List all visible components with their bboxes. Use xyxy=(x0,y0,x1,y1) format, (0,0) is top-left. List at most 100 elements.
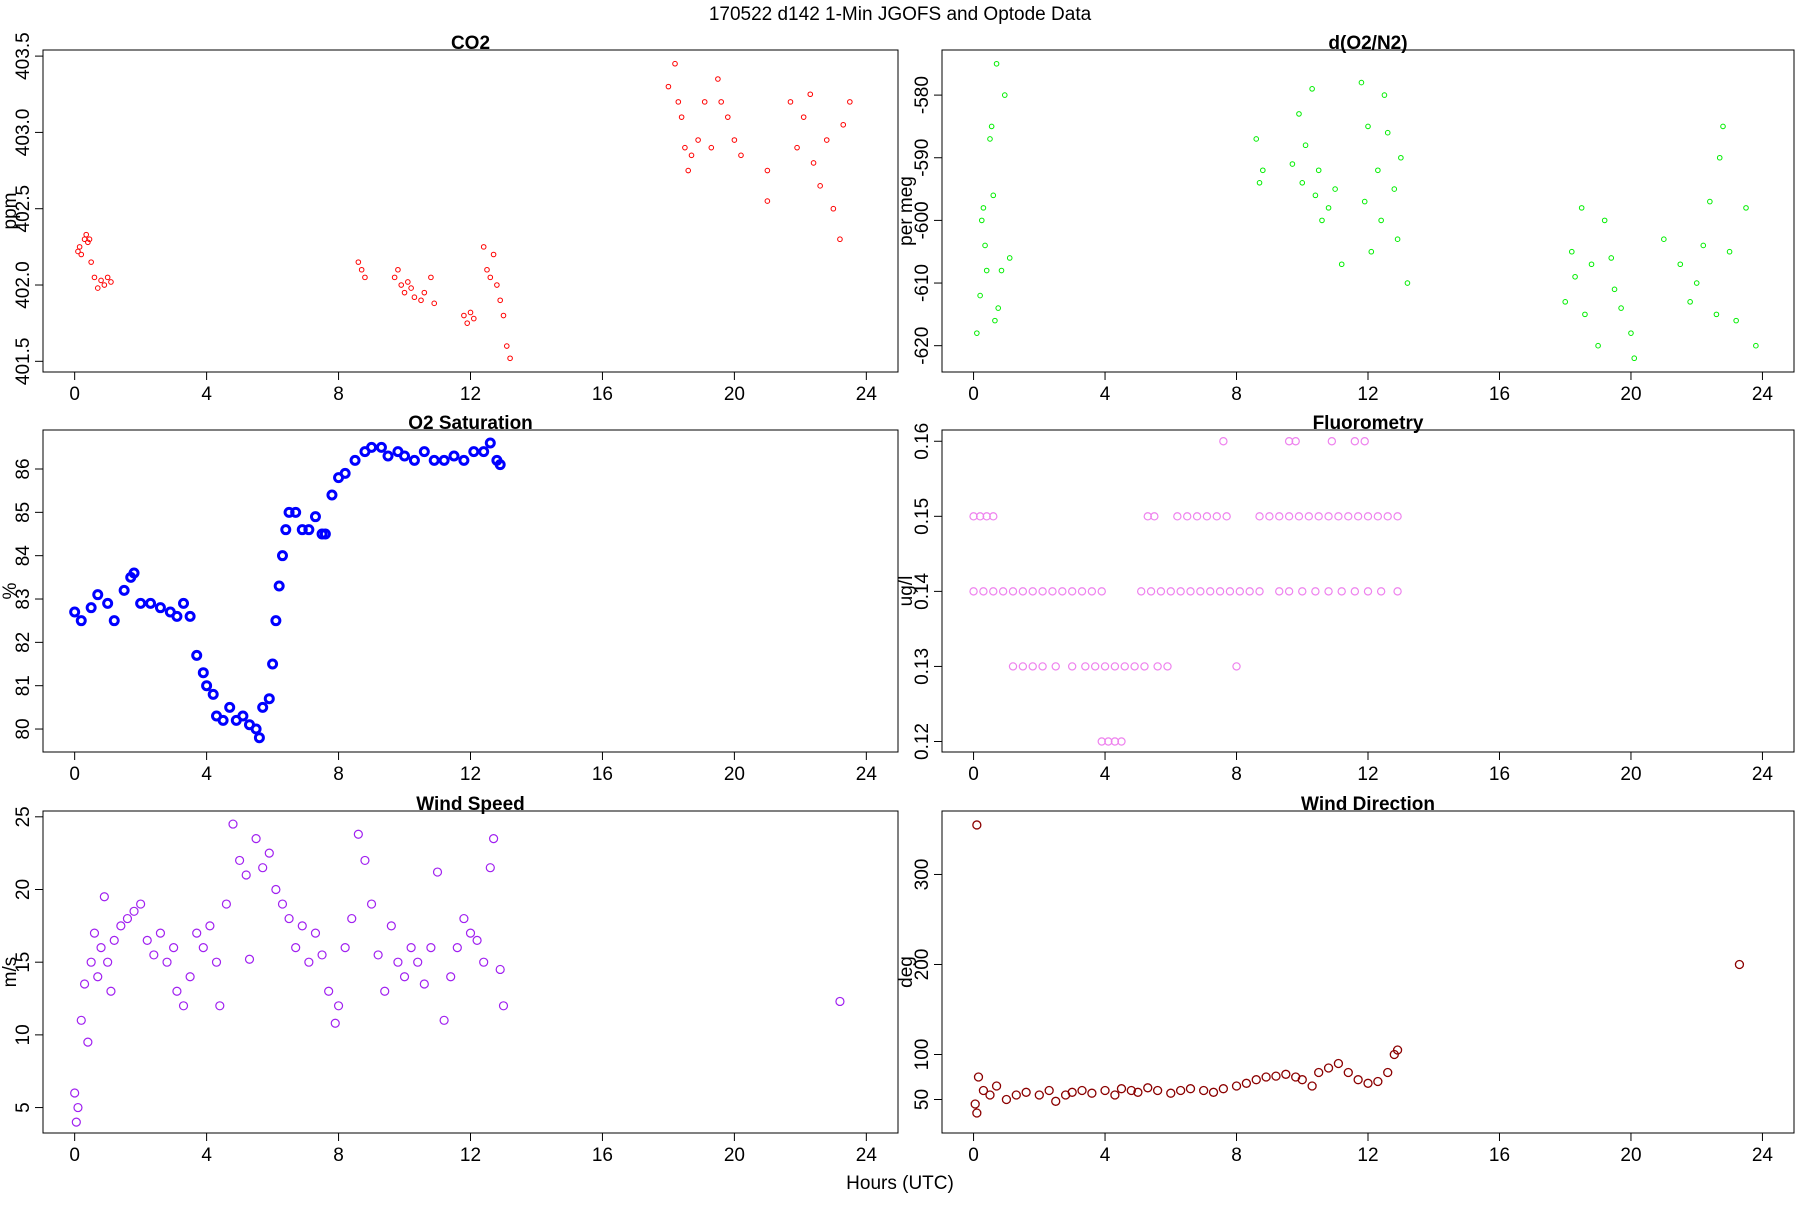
data-point xyxy=(1001,92,1008,98)
data-point xyxy=(73,1102,83,1113)
data-point xyxy=(715,76,721,82)
x-tick-label: 4 xyxy=(1100,384,1111,405)
data-point xyxy=(1100,1085,1110,1096)
x-tick-label: 24 xyxy=(856,764,878,785)
data-point xyxy=(1006,255,1013,261)
y-tick-label: -600 xyxy=(912,201,933,239)
data-point xyxy=(284,913,294,924)
x-tick-label: 12 xyxy=(1357,384,1378,405)
data-point xyxy=(1608,255,1615,261)
x-tick-label: 0 xyxy=(968,1145,979,1166)
data-point xyxy=(1163,662,1172,671)
data-point xyxy=(88,259,94,265)
plot-frame xyxy=(941,429,1795,753)
data-point xyxy=(253,732,265,744)
data-point xyxy=(439,1015,449,1025)
data-point xyxy=(178,1001,189,1011)
data-point xyxy=(185,972,195,982)
data-point xyxy=(1140,662,1149,671)
data-point xyxy=(977,292,983,299)
data-point xyxy=(154,602,166,614)
data-point xyxy=(1104,737,1113,746)
data-point xyxy=(503,343,510,349)
data-point xyxy=(1253,136,1260,142)
data-point xyxy=(205,921,215,931)
data-point xyxy=(221,899,232,909)
y-tick-label: 82 xyxy=(13,632,34,653)
data-point xyxy=(1206,587,1215,596)
data-point xyxy=(1332,186,1338,192)
data-point xyxy=(128,567,140,579)
data-point xyxy=(989,587,998,596)
x-tick-label: 20 xyxy=(1620,1145,1641,1166)
data-point xyxy=(1008,662,1018,671)
data-point xyxy=(688,152,695,159)
data-point xyxy=(847,99,853,105)
y-tick-label: 0.12 xyxy=(912,723,933,760)
data-point xyxy=(468,446,480,458)
data-point xyxy=(1582,311,1588,318)
data-point xyxy=(823,137,830,143)
data-point xyxy=(1353,512,1363,521)
x-tick-label: 20 xyxy=(1620,764,1641,785)
x-tick-label: 4 xyxy=(201,384,212,405)
y-axis-label: per meg xyxy=(896,176,917,246)
data-point xyxy=(1126,1085,1136,1096)
data-point xyxy=(1368,248,1375,255)
data-point xyxy=(353,829,363,839)
x-tick-label: 0 xyxy=(968,764,979,785)
x-tick-label: 8 xyxy=(333,1145,344,1166)
data-point xyxy=(303,524,315,536)
data-point xyxy=(1173,512,1182,521)
y-tick-label: -610 xyxy=(912,264,933,302)
data-point xyxy=(76,244,83,250)
data-point xyxy=(718,99,724,105)
data-point xyxy=(244,954,255,964)
panel-title: Fluorometry xyxy=(1313,413,1424,434)
data-point xyxy=(1241,1078,1252,1088)
y-tick-label: 84 xyxy=(13,545,34,567)
data-point xyxy=(83,231,90,238)
data-point xyxy=(1175,1085,1186,1096)
x-tick-label: 16 xyxy=(592,764,613,785)
data-point xyxy=(142,935,152,945)
data-point xyxy=(326,489,338,501)
data-point xyxy=(995,305,1002,311)
plot-frame xyxy=(42,810,899,1134)
data-point xyxy=(191,649,203,661)
data-point xyxy=(94,285,101,291)
y-tick-label: -590 xyxy=(912,139,933,177)
data-point xyxy=(1595,342,1601,349)
panel: Wind Direction deg 0 4 8 12 16 20 24 50 100 200 300 xyxy=(896,794,1795,1166)
data-point xyxy=(675,99,682,105)
y-tick-label: 200 xyxy=(912,949,933,981)
figure-title: 170522 d142 1-Min JGOFS and Optode Data xyxy=(709,4,1092,25)
data-point xyxy=(1100,662,1110,671)
x-tick-label: 0 xyxy=(968,384,979,405)
data-point xyxy=(309,511,321,523)
data-point xyxy=(484,266,490,273)
data-point xyxy=(155,928,166,938)
data-point xyxy=(118,584,130,596)
data-point xyxy=(1271,1071,1281,1081)
data-point xyxy=(1166,587,1175,596)
data-point xyxy=(78,251,85,258)
data-point xyxy=(1296,111,1302,117)
data-point xyxy=(1693,280,1700,286)
data-point xyxy=(970,1099,980,1109)
data-point xyxy=(1312,192,1319,199)
data-point xyxy=(273,580,285,592)
data-point xyxy=(69,606,81,618)
panel-title: d(O2/N2) xyxy=(1328,33,1407,54)
data-point xyxy=(1307,1081,1317,1091)
data-point xyxy=(494,459,506,471)
data-point xyxy=(145,597,157,609)
data-point xyxy=(983,267,990,274)
data-point xyxy=(1299,180,1306,186)
x-tick-label: 8 xyxy=(1231,764,1242,785)
data-point xyxy=(972,820,982,830)
data-point xyxy=(1315,167,1322,174)
data-point xyxy=(1021,1087,1031,1097)
data-point xyxy=(1363,512,1373,521)
data-point xyxy=(1136,587,1146,596)
